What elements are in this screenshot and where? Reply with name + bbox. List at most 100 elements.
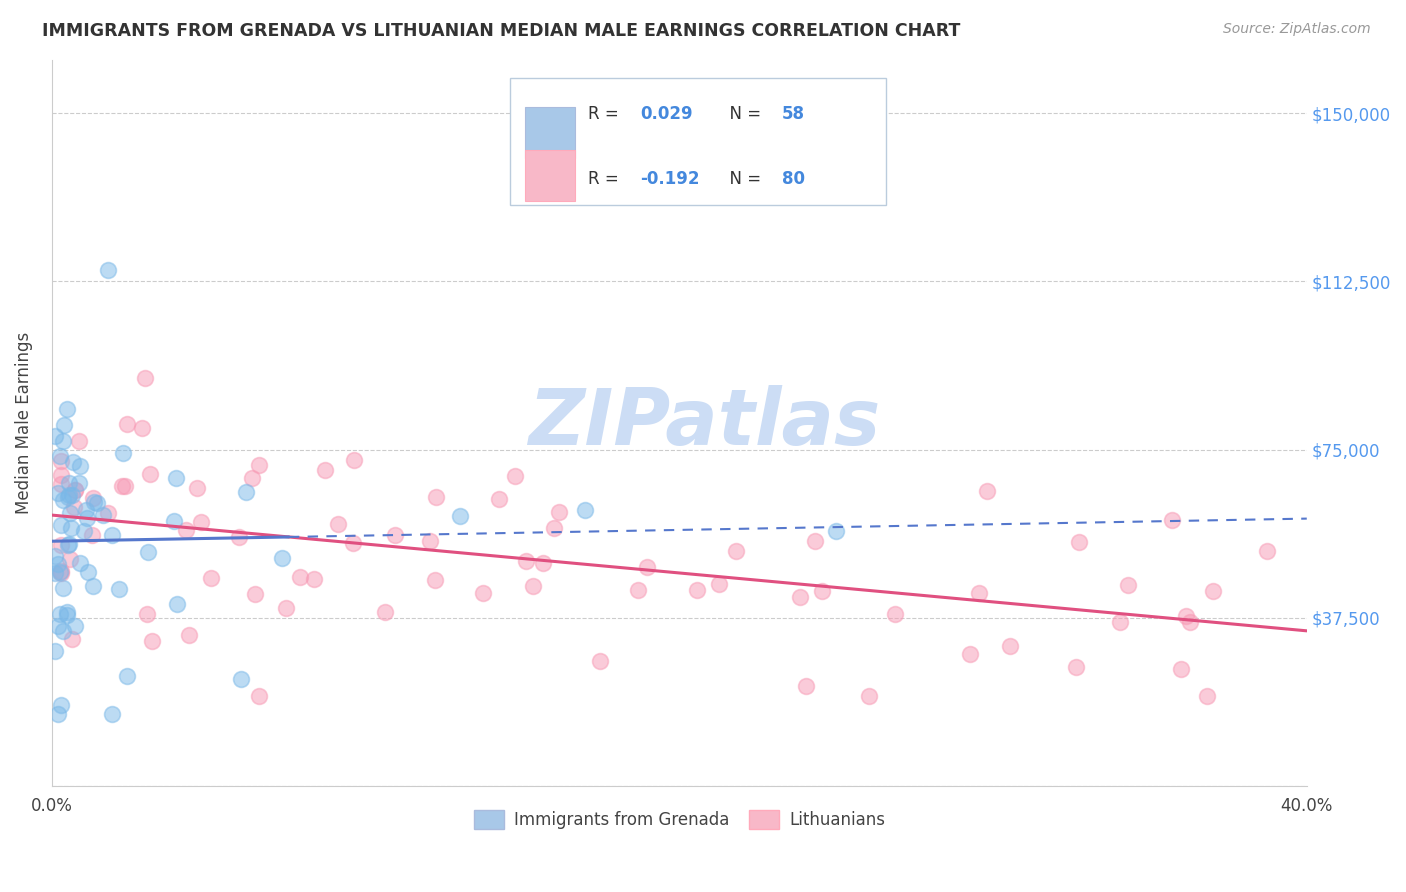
Point [48, 449, 70, 463]
Point [46, 486, 69, 500]
Point [884, 607, 907, 621]
FancyBboxPatch shape [524, 151, 575, 202]
Point [1256, 543, 1278, 558]
Point [290, 570, 312, 584]
Point [77, 565, 100, 579]
Point [80, 528, 103, 542]
Point [374, 605, 396, 619]
Point [825, 524, 848, 539]
Point [49, 607, 72, 622]
Point [82, 491, 104, 505]
Point [247, 458, 270, 473]
Point [229, 672, 252, 686]
Point [177, 628, 200, 642]
Point [51, 698, 73, 712]
Point [1202, 583, 1225, 598]
Point [190, 515, 212, 529]
Point [174, 523, 197, 537]
Point [49, 566, 72, 580]
Point [384, 527, 406, 541]
Point [51, 566, 73, 580]
Point [52, 418, 75, 433]
Point [522, 578, 544, 592]
Point [60, 520, 83, 534]
Point [1174, 608, 1197, 623]
Y-axis label: Median Male Earnings: Median Male Earnings [15, 332, 32, 514]
Text: R =: R = [588, 105, 624, 123]
Point [51, 538, 73, 552]
Point [108, 582, 131, 597]
Point [1064, 659, 1087, 673]
Point [82, 579, 104, 593]
Point [111, 479, 134, 493]
Text: N =: N = [720, 170, 766, 188]
Point [998, 639, 1021, 653]
Point [166, 597, 188, 611]
Point [115, 417, 138, 431]
Point [804, 534, 827, 549]
Point [240, 470, 263, 484]
Point [44, 644, 66, 658]
Point [114, 479, 136, 493]
Text: -0.192: -0.192 [640, 170, 700, 188]
Point [136, 607, 159, 622]
Point [471, 586, 494, 600]
Point [1116, 577, 1139, 591]
Point [58, 475, 80, 490]
Point [247, 689, 270, 703]
Text: IMMIGRANTS FROM GRENADA VS LITHUANIAN MEDIAN MALE EARNINGS CORRELATION CHART: IMMIGRANTS FROM GRENADA VS LITHUANIAN ME… [42, 22, 960, 40]
FancyBboxPatch shape [510, 78, 886, 205]
Point [51, 565, 73, 579]
Point [86, 496, 108, 510]
Point [789, 590, 811, 604]
Point [46, 707, 69, 722]
Point [419, 533, 441, 548]
Point [163, 514, 186, 528]
Point [60, 632, 83, 647]
Text: N =: N = [720, 105, 766, 123]
Point [709, 577, 731, 591]
Point [811, 583, 834, 598]
Point [46, 619, 69, 633]
Text: R =: R = [588, 170, 624, 188]
Legend: Immigrants from Grenada, Lithuanians: Immigrants from Grenada, Lithuanians [467, 803, 891, 836]
Point [134, 370, 156, 384]
Point [59, 506, 82, 520]
Point [342, 535, 364, 549]
Point [91, 508, 114, 522]
Point [67, 475, 90, 490]
Point [425, 490, 447, 504]
Point [101, 706, 124, 721]
Text: 0.029: 0.029 [640, 105, 693, 123]
Point [1170, 662, 1192, 676]
Point [46, 557, 69, 571]
Point [63, 483, 86, 498]
Point [52, 624, 75, 639]
Point [73, 524, 96, 538]
Point [139, 467, 162, 482]
Point [51, 454, 73, 468]
Text: Source: ZipAtlas.com: Source: ZipAtlas.com [1223, 22, 1371, 37]
Point [449, 509, 471, 524]
Point [1109, 615, 1132, 629]
Point [515, 553, 537, 567]
Text: 58: 58 [782, 105, 806, 123]
Point [1067, 535, 1090, 549]
Point [243, 586, 266, 600]
Point [425, 573, 447, 587]
Point [959, 647, 981, 661]
Point [59, 551, 82, 566]
Point [200, 571, 222, 585]
Point [574, 502, 596, 516]
Point [343, 453, 366, 467]
Point [69, 458, 91, 473]
Point [44, 429, 66, 443]
Point [304, 572, 326, 586]
Point [51, 476, 73, 491]
Point [724, 544, 747, 558]
Point [589, 654, 612, 668]
Point [131, 420, 153, 434]
Point [97, 263, 120, 277]
Point [636, 559, 658, 574]
Point [44, 566, 66, 581]
